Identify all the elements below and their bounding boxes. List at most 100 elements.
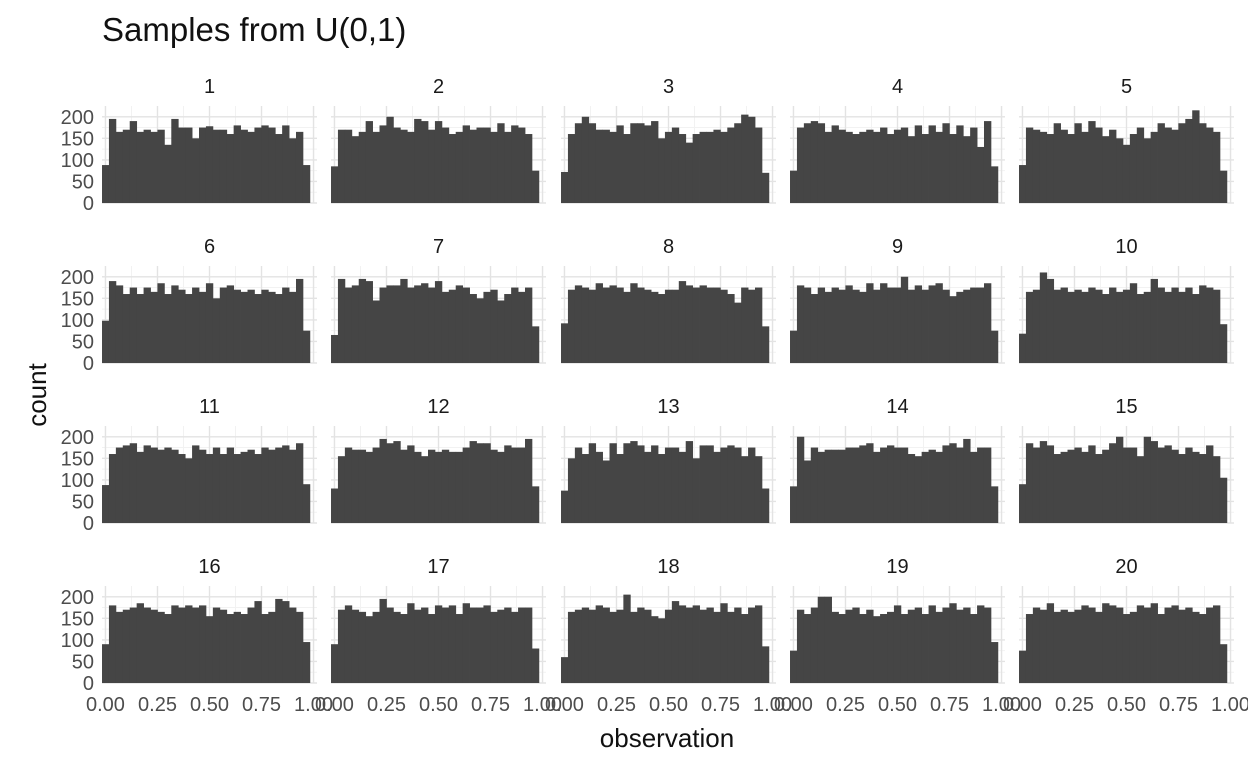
histogram-bar (734, 123, 742, 203)
facet-panel-17: 17 0.00 0.25 0.50 0.75 1.00 (315, 556, 562, 716)
histogram-bar (720, 289, 728, 363)
histogram-bar (1192, 611, 1200, 683)
histogram-bar (595, 283, 603, 363)
histogram-bar (1178, 291, 1186, 363)
facet-panel-15: 15 (1019, 396, 1234, 524)
facet-strip-label: 17 (427, 556, 449, 578)
histogram-bar (1150, 603, 1158, 683)
histogram-bar (302, 330, 311, 363)
histogram-bar (845, 447, 853, 523)
histogram-bar (561, 323, 569, 363)
histogram-bar (524, 134, 533, 203)
histogram-bar (295, 611, 304, 683)
histogram-bar (977, 287, 985, 363)
histogram-bar (963, 438, 971, 523)
histogram-bar (1095, 454, 1103, 523)
histogram-bar (567, 611, 576, 683)
histogram-bar (365, 616, 373, 683)
histogram-bar (949, 443, 957, 523)
facet-strip-label: 5 (1121, 76, 1132, 98)
facet-strip-label: 8 (663, 236, 674, 258)
histogram-bar (1081, 131, 1089, 203)
histogram-bar (268, 611, 276, 683)
histogram-bar (817, 451, 826, 523)
histogram-bar (164, 447, 172, 523)
histogram-bar (1032, 129, 1041, 203)
histogram-bar (372, 131, 380, 203)
histogram-bar (907, 609, 916, 683)
histogram-bar (122, 445, 131, 523)
x-tick-label: 0.00 (545, 694, 584, 716)
histogram-bar (644, 609, 652, 683)
histogram-bar (434, 451, 443, 523)
histogram-bar (1102, 603, 1110, 683)
histogram-bar (386, 443, 394, 523)
histogram-bar (1199, 614, 1207, 683)
histogram-bar (935, 283, 943, 363)
facet-strip-label: 11 (199, 396, 220, 418)
histogram-bar (1025, 291, 1034, 363)
histogram-bar (275, 598, 283, 683)
facet-strip-label: 6 (204, 236, 215, 258)
histogram-bar (441, 291, 450, 363)
histogram-bar (358, 278, 367, 363)
histogram-bar (400, 614, 408, 683)
y-tick-label: 150 (61, 128, 94, 150)
histogram-bar (824, 596, 832, 683)
facet-panel-19: 19 0.00 0.25 0.50 0.75 1.00 (774, 556, 1021, 716)
histogram-bar (1074, 123, 1082, 203)
histogram-bar (824, 291, 832, 363)
histogram-bar (337, 456, 346, 523)
facet-strip-label: 3 (663, 76, 674, 98)
histogram-bar (859, 291, 867, 363)
histogram-bar (956, 291, 964, 363)
histogram-bar (685, 607, 694, 683)
histogram-bar (990, 166, 999, 203)
histogram-bar (171, 605, 179, 683)
histogram-bar (524, 438, 533, 523)
histogram-bar (1136, 294, 1145, 363)
histogram-bar (1032, 447, 1041, 523)
histogram-bar (455, 451, 464, 523)
histogram-bar (1067, 449, 1075, 523)
y-tick-label: 50 (72, 651, 94, 673)
facet-strip-label: 2 (433, 76, 444, 98)
histogram-bar (658, 454, 666, 523)
histogram-bar (803, 287, 812, 363)
histogram-bar (122, 129, 131, 203)
histogram-bar (983, 121, 992, 203)
histogram-bar (448, 451, 457, 523)
histogram-bar (907, 136, 916, 203)
histogram-bar (1129, 447, 1138, 523)
histogram-bar (289, 607, 297, 683)
histogram-bar (1019, 650, 1027, 683)
histogram-bar (754, 287, 763, 363)
histogram-bar (268, 449, 276, 523)
histogram-bar (893, 129, 902, 203)
histogram-bar (365, 281, 373, 363)
histogram-bar (651, 445, 659, 523)
histogram-bar (907, 454, 916, 523)
histogram-bar (1039, 609, 1048, 683)
histogram-bar (685, 285, 694, 363)
histogram-bar (428, 129, 436, 203)
histogram-bar (171, 285, 179, 363)
facet-panel-4: 4 (790, 76, 1005, 204)
facet-panel-12: 12 (331, 396, 546, 524)
histogram-bar (414, 118, 422, 203)
y-tick-label: 200 (61, 107, 94, 129)
histogram-bar (351, 136, 360, 203)
histogram-bar (1206, 445, 1214, 523)
histogram-bar (1039, 272, 1048, 363)
histogram-bar (1171, 605, 1179, 683)
histogram-bar (219, 609, 228, 683)
histogram-bar (678, 605, 687, 683)
histogram-bar (928, 285, 936, 363)
histogram-bar (282, 601, 290, 683)
x-tick-label: 0.50 (190, 694, 229, 716)
x-tick-label: 0.25 (597, 694, 636, 716)
histogram-bar (588, 289, 597, 363)
histogram-bar (1185, 447, 1193, 523)
histogram-bar (734, 607, 742, 683)
facet-strip-label: 19 (886, 556, 908, 578)
